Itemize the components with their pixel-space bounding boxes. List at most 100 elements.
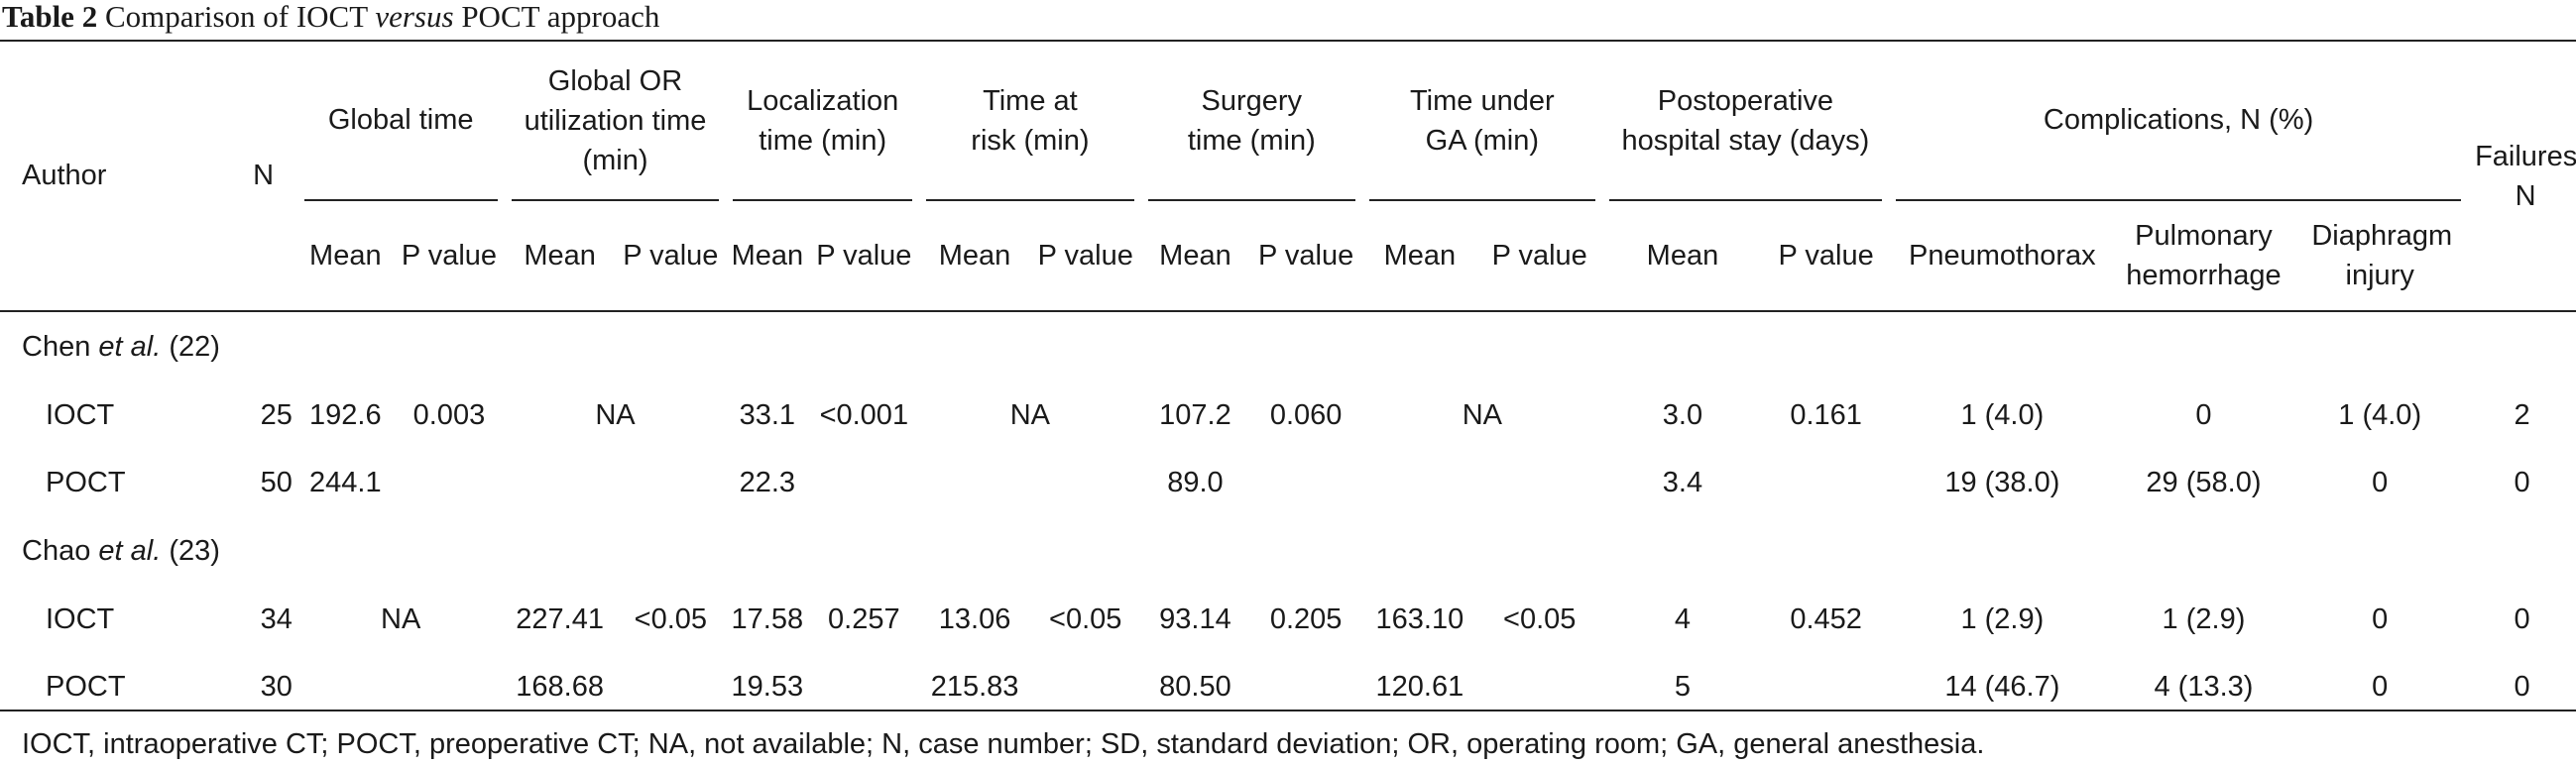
cell-pulmonary: 4 (13.3) xyxy=(2154,670,2254,703)
header-mean: Mean xyxy=(524,239,596,272)
cell-stay-mean: 3.0 xyxy=(1662,398,1703,431)
header-pvalue: P value xyxy=(1491,239,1587,272)
header-localization: Localization time (min) xyxy=(719,42,927,201)
cell-failures: 0 xyxy=(2514,466,2530,498)
cell-ga-mean: 163.10 xyxy=(1375,602,1464,635)
cell-pneumothorax: 1 (4.0) xyxy=(1960,398,2045,431)
header-mean: Mean xyxy=(1383,239,1457,272)
cell-pneumothorax: 14 (46.7) xyxy=(1944,670,2060,703)
cell-ga-p: <0.05 xyxy=(1503,602,1577,635)
cell-stay-mean: 4 xyxy=(1674,602,1691,635)
cell-diaphragm: 1 (4.0) xyxy=(2338,398,2422,431)
group-author: Chen et al. (22) xyxy=(0,312,2576,382)
cell-n: 25 xyxy=(260,398,293,431)
cell-diaphragm: 0 xyxy=(2372,602,2389,635)
cell-pneumothorax: 19 (38.0) xyxy=(1944,466,2060,498)
cell-failures: 2 xyxy=(2514,398,2530,431)
header-pvalue: P value xyxy=(1778,239,1874,272)
cell-gt-p: 0.003 xyxy=(412,398,486,431)
group-row-chen: Chen et al. (22) xyxy=(0,312,2576,382)
author-etal: et al. xyxy=(98,534,162,567)
table-caption: Table 2 Comparison of IOCT versus POCT a… xyxy=(2,0,659,36)
header-mean: Mean xyxy=(1159,239,1231,272)
table-row: POCT 30 168.68 19.53 215.83 80.50 120.61… xyxy=(0,653,2576,720)
cell-surg-mean: 107.2 xyxy=(1159,398,1231,431)
cell-gt-mean: 244.1 xyxy=(309,466,382,498)
cell-loc-mean: 33.1 xyxy=(739,398,796,431)
cell-ga-na xyxy=(1362,449,1602,516)
cell-surg-mean: 80.50 xyxy=(1159,670,1231,703)
header-global-time: Global time xyxy=(290,42,512,201)
cell-pulmonary: 1 (2.9) xyxy=(2162,602,2246,635)
cell-surg-mean: 93.14 xyxy=(1159,602,1231,635)
top-rule xyxy=(0,40,2576,42)
comparison-table: Author N Global time Global OR utilizati… xyxy=(0,42,2576,720)
arm-label: IOCT xyxy=(46,398,115,431)
cell-or-na: NA xyxy=(595,398,636,431)
header-postop-stay: Postoperative hospital stay (days) xyxy=(1594,42,1897,201)
header-surgery: Surgery time (min) xyxy=(1133,42,1370,201)
arm-label: POCT xyxy=(46,466,126,498)
header-pvalue: P value xyxy=(816,239,912,272)
cell-loc-p: <0.001 xyxy=(819,398,909,431)
cell-failures: 0 xyxy=(2514,602,2530,635)
cell-loc-p: 0.257 xyxy=(828,602,900,635)
cell-stay-p xyxy=(1763,449,1889,516)
cell-diaphragm: 0 xyxy=(2372,466,2389,498)
header-time-at-risk: Time at risk (min) xyxy=(912,42,1148,201)
cell-risk-na xyxy=(919,449,1140,516)
cell-risk-na: NA xyxy=(1009,398,1051,431)
cell-surg-p: 0.205 xyxy=(1269,602,1343,635)
cell-loc-p xyxy=(808,449,919,516)
cell-pulmonary: 0 xyxy=(2195,398,2212,431)
table-row: POCT 50 244.1 22.3 89.0 3.4 19 (38.0) 29… xyxy=(0,449,2576,516)
cell-surg-p: 0.060 xyxy=(1269,398,1343,431)
cell-stay-p: 0.161 xyxy=(1790,398,1862,431)
author-etal: et al. xyxy=(98,330,162,363)
group-row-chao: Chao et al. (23) xyxy=(0,516,2576,586)
group-author: Chao et al. (23) xyxy=(0,516,2576,586)
header-mean: Mean xyxy=(731,239,804,272)
header-time-under-ga: Time under GA (min) xyxy=(1355,42,1609,201)
caption-label: Table 2 xyxy=(2,0,98,34)
cell-diaphragm: 0 xyxy=(2372,670,2389,703)
author-name: Chen xyxy=(22,330,91,363)
caption-text-pre: Comparison of IOCT xyxy=(104,0,368,34)
caption-text-post: POCT approach xyxy=(461,0,660,34)
arm-label: POCT xyxy=(46,670,126,703)
header-n: N xyxy=(253,160,275,191)
cell-pulmonary: 29 (58.0) xyxy=(2146,466,2262,498)
header-complications: Complications, N (%) xyxy=(1882,42,2476,201)
cell-n: 30 xyxy=(260,670,293,703)
header-pvalue: P value xyxy=(401,239,498,272)
header-pvalue: P value xyxy=(623,239,719,272)
header-pneumothorax: Pneumothorax xyxy=(1909,239,2096,272)
cell-loc-mean: 17.58 xyxy=(731,602,804,635)
header-diaphragm-injury: Diaphragm injury xyxy=(2311,220,2453,291)
header-mean: Mean xyxy=(1646,239,1719,272)
cell-surg-mean: 89.0 xyxy=(1167,466,1224,498)
cell-risk-p: <0.05 xyxy=(1049,602,1122,635)
header-mean: Mean xyxy=(309,239,382,272)
cell-ga-na: NA xyxy=(1462,398,1502,431)
header-pvalue: P value xyxy=(1258,239,1354,272)
header-row-top: Author N Global time Global OR utilizati… xyxy=(0,42,2576,212)
cell-n: 50 xyxy=(260,466,293,498)
cell-gt-p xyxy=(394,449,505,516)
cell-or-mean: 168.68 xyxy=(516,670,604,703)
cell-risk-mean: 13.06 xyxy=(938,602,1011,635)
cell-gt-na: NA xyxy=(381,602,421,635)
header-failures: Failures, N xyxy=(2475,140,2576,212)
arm-label: IOCT xyxy=(46,602,115,635)
cell-stay-mean: 3.4 xyxy=(1662,466,1703,498)
table-footnote: IOCT, intraoperative CT; POCT, preoperat… xyxy=(22,728,1985,760)
author-ref: (23) xyxy=(169,534,220,567)
cell-n: 34 xyxy=(260,602,293,635)
cell-surg-p xyxy=(1249,449,1362,516)
cell-loc-mean: 22.3 xyxy=(739,466,796,498)
header-pvalue: P value xyxy=(1037,239,1133,272)
cell-failures: 0 xyxy=(2514,670,2530,703)
cell-risk-mean: 215.83 xyxy=(930,670,1019,703)
cell-or-p: <0.05 xyxy=(634,602,708,635)
